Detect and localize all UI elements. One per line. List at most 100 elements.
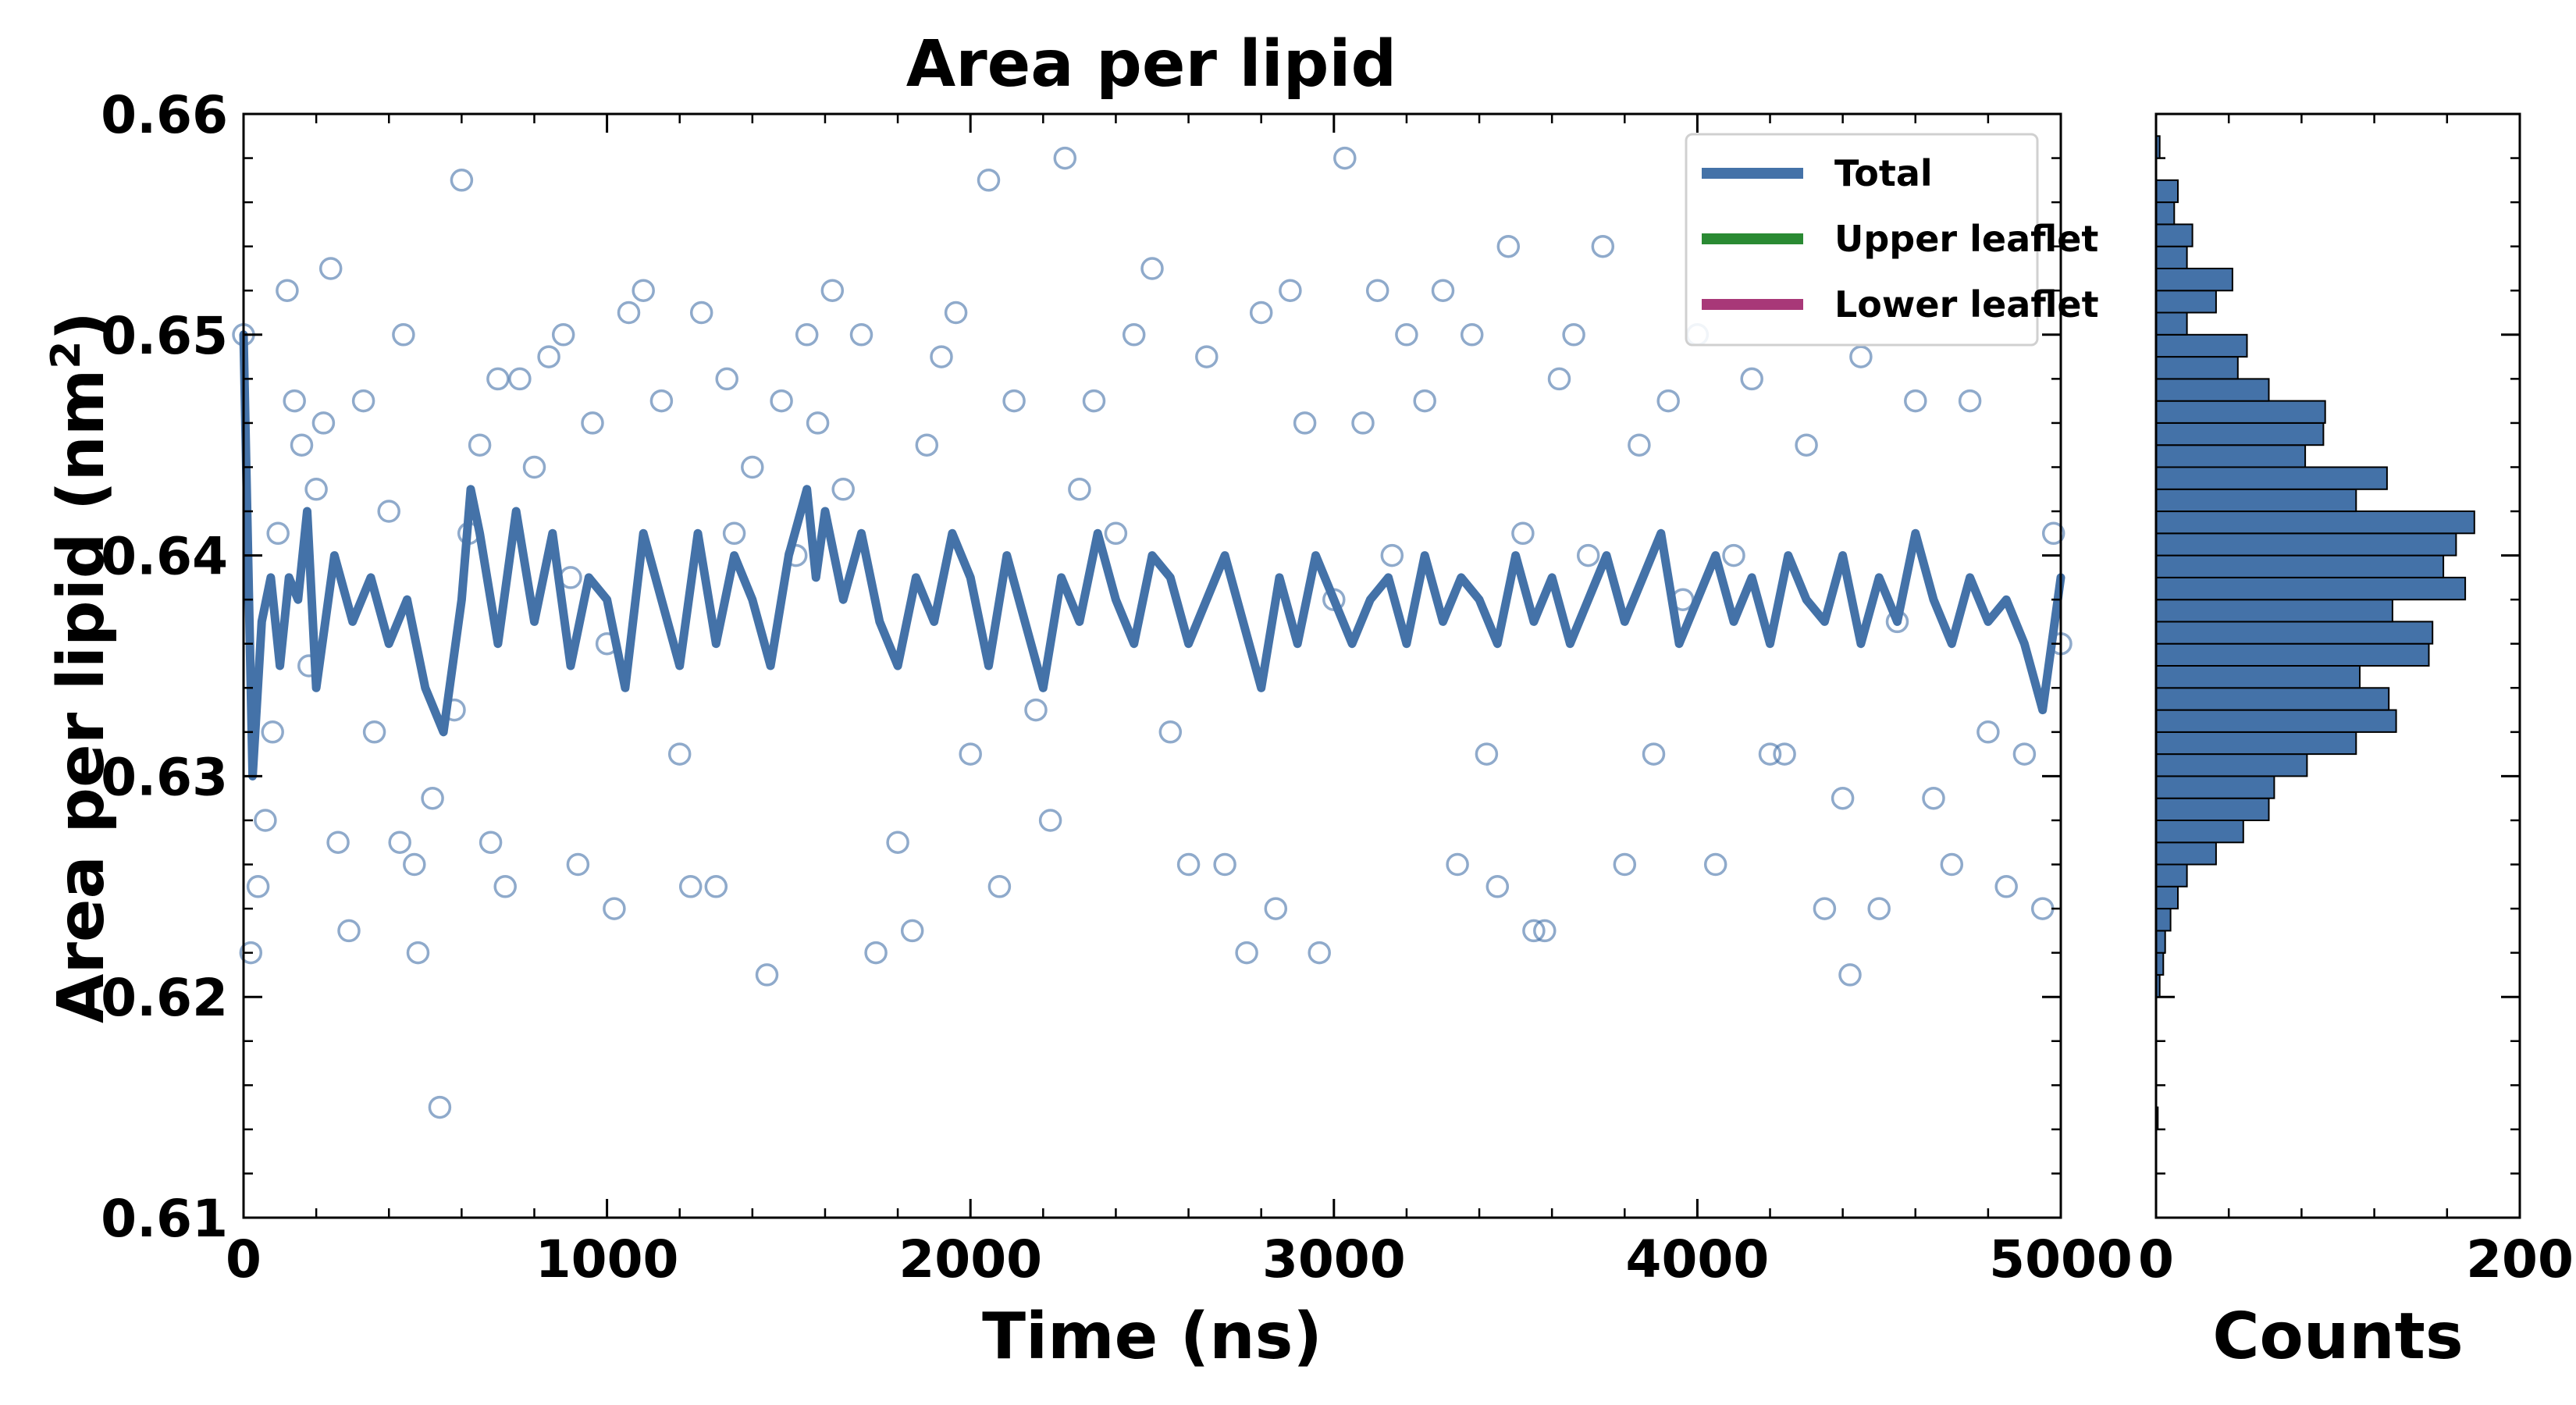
scatter-point-6	[276, 279, 299, 302]
scatter-point-98	[1496, 234, 1521, 258]
scatter-point-39	[603, 897, 626, 920]
histogram-bar	[2155, 621, 2434, 645]
histogram-bar	[2155, 731, 2357, 756]
scatter-point-118	[1813, 897, 1837, 920]
scatter-point-83	[1279, 279, 1302, 302]
y-axis-label-superscript: 2	[43, 341, 90, 369]
scatter-point-79	[1213, 852, 1236, 877]
x-axis-label: Time (ns)	[982, 1300, 1322, 1374]
scatter-point-63	[944, 301, 968, 325]
scatter-point-64	[959, 742, 982, 766]
scatter-point-12	[318, 257, 343, 280]
scatter-point-49	[741, 455, 764, 479]
histogram-bar	[2155, 753, 2308, 777]
histogram-bar	[2155, 179, 2179, 204]
scatter-point-109	[1656, 389, 1680, 413]
scatter-point-120	[1838, 963, 1862, 987]
scatter-point-2	[246, 875, 270, 898]
scatter-point-43	[667, 742, 692, 766]
scatter-point-27	[468, 433, 492, 457]
scatter-point-112	[1703, 852, 1727, 877]
scatter-point-82	[1264, 897, 1288, 920]
histogram-bar	[2155, 665, 2361, 689]
scatter-point-19	[392, 323, 415, 347]
histogram-bar	[2155, 930, 2166, 954]
legend-label-lower-leaflet: Lower leaflet	[1834, 283, 2099, 325]
scatter-point-56	[831, 478, 855, 501]
scatter-point-125	[1922, 786, 1945, 810]
histogram-bar	[2155, 820, 2244, 844]
scatter-point-11	[311, 411, 336, 435]
scatter-point-7	[283, 389, 306, 413]
histogram-bar	[2155, 863, 2188, 887]
scatter-point-129	[1994, 875, 2018, 898]
scatter-point-45	[689, 301, 713, 325]
scatter-point-4	[261, 720, 284, 744]
scatter-point-95	[1460, 323, 1484, 347]
legend-label-total: Total	[1834, 152, 1933, 194]
scatter-point-117	[1795, 433, 1818, 457]
histogram-bar	[2155, 311, 2188, 336]
scatter-point-84	[1293, 411, 1317, 435]
scatter-point-17	[377, 500, 400, 523]
scatter-point-91	[1395, 323, 1418, 347]
scatter-point-57	[849, 323, 873, 347]
histogram-bar	[2155, 642, 2430, 667]
scatter-point-74	[1122, 323, 1146, 347]
scatter-point-48	[722, 521, 746, 546]
scatter-point-54	[806, 411, 830, 435]
scatter-point-100	[1522, 919, 1546, 943]
scatter-point-46	[704, 875, 728, 898]
scatter-point-113	[1722, 543, 1745, 567]
scatter-point-89	[1365, 279, 1389, 302]
scatter-point-105	[1591, 234, 1615, 258]
histogram-bar	[2155, 290, 2217, 314]
scatter-point-13	[326, 831, 350, 854]
scatter-point-90	[1380, 543, 1404, 567]
scatter-point-121	[1849, 345, 1873, 368]
scatter-point-42	[649, 389, 674, 413]
scatter-point-55	[820, 279, 845, 302]
scatter-point-41	[632, 279, 655, 302]
scatter-point-22	[421, 786, 444, 810]
histogram-bar	[2155, 333, 2248, 358]
scatter-point-78	[1195, 345, 1219, 368]
histogram-bar	[2155, 268, 2233, 292]
scatter-point-3	[254, 809, 277, 832]
scatter-point-47	[715, 367, 738, 391]
histogram-bar	[2155, 841, 2217, 866]
scatter-point-34	[551, 323, 575, 347]
scatter-point-18	[388, 831, 411, 854]
histogram-bars	[2155, 135, 2475, 1130]
histogram-bar	[2155, 709, 2397, 733]
scatter-point-122	[1867, 897, 1891, 920]
scatter-point-131	[2030, 897, 2055, 920]
scatter-point-128	[1976, 720, 2000, 744]
legend-box	[1685, 133, 2039, 347]
scatter-point-16	[362, 720, 386, 744]
series-line-total	[239, 330, 2065, 781]
scatter-point-32	[522, 455, 546, 479]
x-tick-label: 1000	[535, 1229, 679, 1289]
scatter-point-127	[1958, 389, 1982, 413]
scatter-point-29	[486, 367, 510, 391]
histogram-tick-labels: 0 200	[2138, 1229, 2574, 1289]
scatter-point-58	[864, 941, 888, 965]
y-tick-label: 0.63	[101, 747, 228, 807]
hist-x-tick-label: 200	[2466, 1229, 2574, 1289]
scatter-point-61	[915, 433, 939, 457]
scatter-point-31	[508, 367, 532, 391]
scatter-point-65	[977, 169, 1001, 192]
y-tick-label: 0.66	[101, 85, 228, 145]
y-tick-label: 0.65	[101, 306, 228, 366]
scatter-point-15	[351, 389, 375, 413]
scatter-point-126	[1940, 852, 1964, 877]
scatter-point-92	[1413, 389, 1436, 413]
scatter-point-72	[1082, 389, 1106, 413]
scatter-point-33	[537, 345, 560, 368]
scatter-point-115	[1758, 742, 1782, 766]
scatter-point-69	[1038, 809, 1062, 832]
scatter-point-36	[566, 852, 590, 877]
histogram-bar	[2155, 245, 2188, 270]
hist-x-tick-label: 0	[2138, 1229, 2174, 1289]
